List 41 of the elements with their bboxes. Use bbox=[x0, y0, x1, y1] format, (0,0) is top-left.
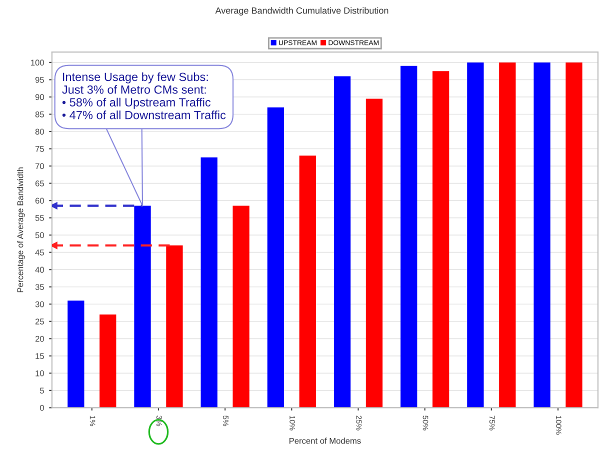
y-tick-label: 60 bbox=[35, 198, 44, 204]
y-tick-label: 0 bbox=[40, 404, 44, 411]
bar bbox=[200, 157, 218, 408]
bar bbox=[366, 98, 383, 408]
bar bbox=[499, 62, 516, 408]
y-tick-label: 90 bbox=[35, 94, 44, 100]
bar bbox=[334, 76, 351, 408]
bar bbox=[134, 206, 151, 408]
chart-title: Average Bandwidth Cumulative Distribution bbox=[215, 7, 388, 16]
y-axis-title: Percentage of Average Bandwidth bbox=[17, 168, 25, 292]
bar bbox=[432, 71, 450, 408]
bar bbox=[166, 245, 183, 408]
bar bbox=[534, 62, 550, 408]
bar bbox=[566, 62, 582, 408]
y-tick-label: 85 bbox=[35, 111, 44, 118]
bar bbox=[299, 156, 316, 408]
y-tick-label: 55 bbox=[35, 215, 44, 221]
y-tick-label: 75 bbox=[35, 146, 44, 152]
x-axis-title: Percent of Modems bbox=[290, 438, 361, 444]
y-tick-label: 25 bbox=[35, 318, 44, 324]
y-tick-label: 65 bbox=[35, 180, 44, 186]
bar bbox=[467, 62, 484, 408]
y-tick-label: 20 bbox=[35, 336, 44, 342]
bar bbox=[267, 107, 284, 408]
y-tick-label: 5 bbox=[40, 388, 44, 394]
bar bbox=[100, 314, 116, 408]
y-tick-label: 10 bbox=[36, 370, 44, 376]
y-tick-label: 40 bbox=[35, 266, 44, 273]
annotation: Intense Usage by few Subs: Just 3% of Metro CMs sent: • 58% of all Upstream Traffic • 47% of all Downstream Traffic bbox=[62, 72, 226, 120]
y-tick-label: 35 bbox=[35, 284, 44, 290]
y-tick-label: 30 bbox=[35, 301, 44, 308]
y-tick-label: 100 bbox=[31, 60, 44, 66]
y-tick-label: 70 bbox=[35, 163, 44, 170]
bar bbox=[232, 206, 250, 408]
y-tick-label: 50 bbox=[35, 232, 44, 238]
bar bbox=[68, 300, 84, 408]
y-tick-label: 80 bbox=[35, 128, 44, 135]
y-tick-label: 95 bbox=[35, 76, 44, 83]
bar bbox=[400, 66, 418, 408]
y-tick-label: 45 bbox=[35, 250, 44, 256]
y-tick-label: 15 bbox=[36, 353, 44, 360]
